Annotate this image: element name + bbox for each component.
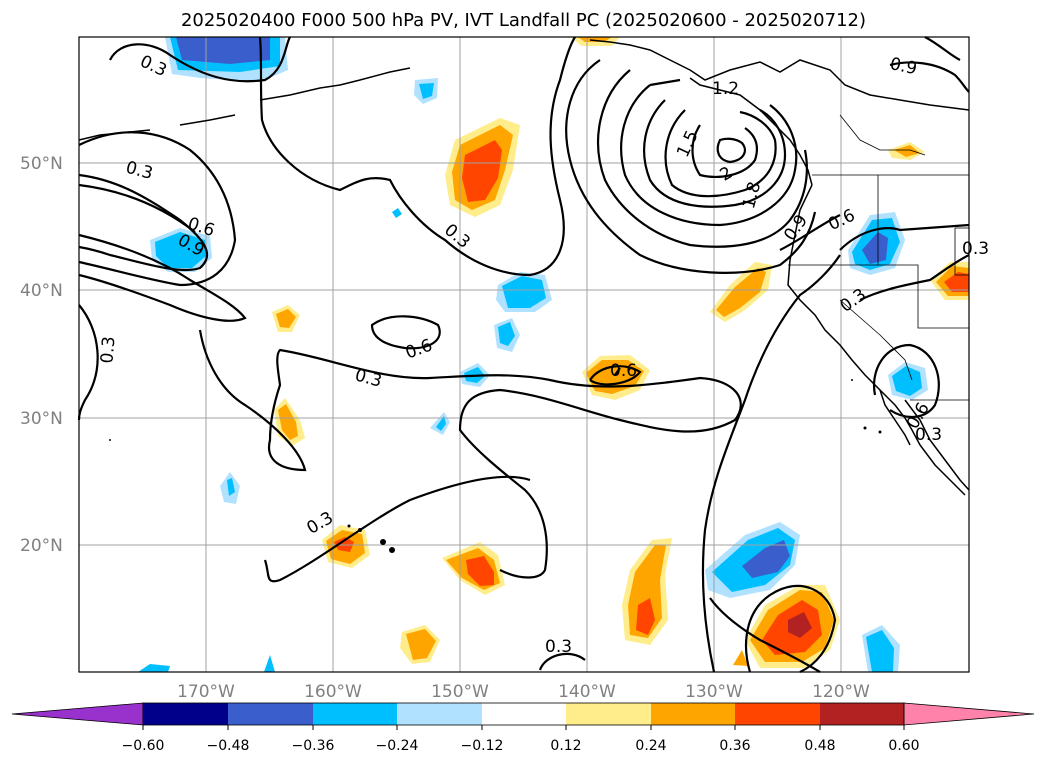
negative-anomaly-patch <box>705 522 800 598</box>
negative-anomaly-patch <box>150 228 212 272</box>
colorbar-segment <box>651 703 735 725</box>
contour-label: 0.3 <box>440 220 474 253</box>
shading-layer <box>138 37 969 672</box>
lat-label-40n: 40°N <box>20 281 63 301</box>
colorbar-tick-label: 0.36 <box>719 738 750 754</box>
contour-label: 0.6 <box>403 335 435 363</box>
state-borders <box>788 114 969 401</box>
contour-label: 0.3 <box>545 637 572 657</box>
lon-label-150w: 150°W <box>431 682 489 702</box>
contour-label: 0.3 <box>915 425 942 445</box>
positive-anomaly-patch <box>442 542 505 595</box>
negative-anomaly-patch <box>888 362 928 400</box>
colorbar-segment <box>482 703 566 725</box>
colorbar-tick-label: 0.48 <box>804 738 835 754</box>
colorbar-tick-label: −0.60 <box>122 738 165 754</box>
longitude-labels: 170°W 160°W 150°W 140°W 130°W 120°W <box>177 682 870 702</box>
colorbar-tick-label: −0.36 <box>292 738 335 754</box>
latitude-labels: 50°N 40°N 30°N 20°N <box>20 154 63 556</box>
colorbar-extend-max <box>903 702 1035 726</box>
negative-anomaly-patch <box>496 272 552 312</box>
positive-anomaly-patch <box>888 142 925 160</box>
contour-label: 0.6 <box>825 205 858 235</box>
lon-label-170w: 170°W <box>177 682 235 702</box>
positive-anomaly-patch <box>400 625 440 664</box>
lat-label-30n: 30°N <box>20 409 63 429</box>
positive-anomaly-patch <box>710 262 772 322</box>
colorbar: −0.60 −0.48 −0.36 −0.24 −0.12 0.12 0.24 … <box>11 702 1035 754</box>
positive-anomaly-patch <box>745 585 840 668</box>
negative-anomaly-patch <box>138 655 275 672</box>
positive-anomaly-patch <box>274 398 305 446</box>
colorbar-segment <box>313 703 397 725</box>
lon-label-140w: 140°W <box>558 682 616 702</box>
contour-label: 0.6 <box>610 361 637 381</box>
contour-label: 0.3 <box>97 336 119 365</box>
contour-label: 0.3 <box>124 158 155 184</box>
map-frame <box>78 36 970 673</box>
colorbar-tick-label: 0.12 <box>550 738 581 754</box>
contour-label: 1.2 <box>712 79 739 99</box>
colorbar-tick-label: 0.24 <box>635 738 666 754</box>
contour-label: 0.9 <box>888 54 919 79</box>
colorbar-tick-label: 0.60 <box>888 738 919 754</box>
contour-label: 1.8 <box>739 180 765 211</box>
positive-anomaly-patch <box>733 650 748 666</box>
contour-label: 0.3 <box>137 52 170 82</box>
colorbar-tick-label: −0.12 <box>461 738 504 754</box>
chart-title: 2025020400 F000 500 hPa PV, IVT Landfall… <box>180 10 867 31</box>
colorbar-segment <box>735 703 820 725</box>
contour-labels: 0.3 0.3 0.6 0.9 0.3 0.6 0.3 0.6 0.3 0.3 … <box>97 52 989 657</box>
contour-label: 0.3 <box>962 239 989 259</box>
positive-anomaly-patch <box>570 37 620 46</box>
gridlines <box>79 37 969 672</box>
negative-anomaly-patch <box>220 472 240 504</box>
positive-anomaly-patch <box>272 305 300 332</box>
colorbar-segment <box>397 703 482 725</box>
lon-label-120w: 120°W <box>812 682 870 702</box>
colorbar-segment <box>566 703 651 725</box>
colorbar-segment <box>820 703 904 725</box>
negative-anomaly-patch <box>165 37 288 82</box>
coastlines <box>78 39 970 496</box>
colorbar-tick-label: −0.48 <box>207 738 250 754</box>
negative-anomaly-patch <box>414 78 438 104</box>
pv-contours <box>77 36 970 673</box>
lon-label-130w: 130°W <box>685 682 743 702</box>
contour-label: 0.9 <box>780 211 812 245</box>
colorbar-segment <box>228 703 313 725</box>
lat-label-20n: 20°N <box>20 536 63 556</box>
contour-label: 0.3 <box>353 365 384 391</box>
colorbar-extend-min <box>11 702 144 726</box>
positive-anomaly-patch <box>622 538 672 645</box>
positive-anomaly-patch <box>322 525 370 568</box>
negative-anomaly-patch <box>862 625 900 672</box>
negative-anomaly-patch <box>430 412 450 435</box>
lat-label-50n: 50°N <box>20 154 63 174</box>
lon-label-160w: 160°W <box>304 682 362 702</box>
contour-label: 1.5 <box>673 128 703 161</box>
positive-anomaly-patch <box>445 118 520 217</box>
colorbar-segment <box>143 703 228 725</box>
colorbar-tick-label: −0.24 <box>376 738 419 754</box>
negative-anomaly-patch <box>494 318 520 352</box>
negative-anomaly-patch <box>392 208 402 218</box>
